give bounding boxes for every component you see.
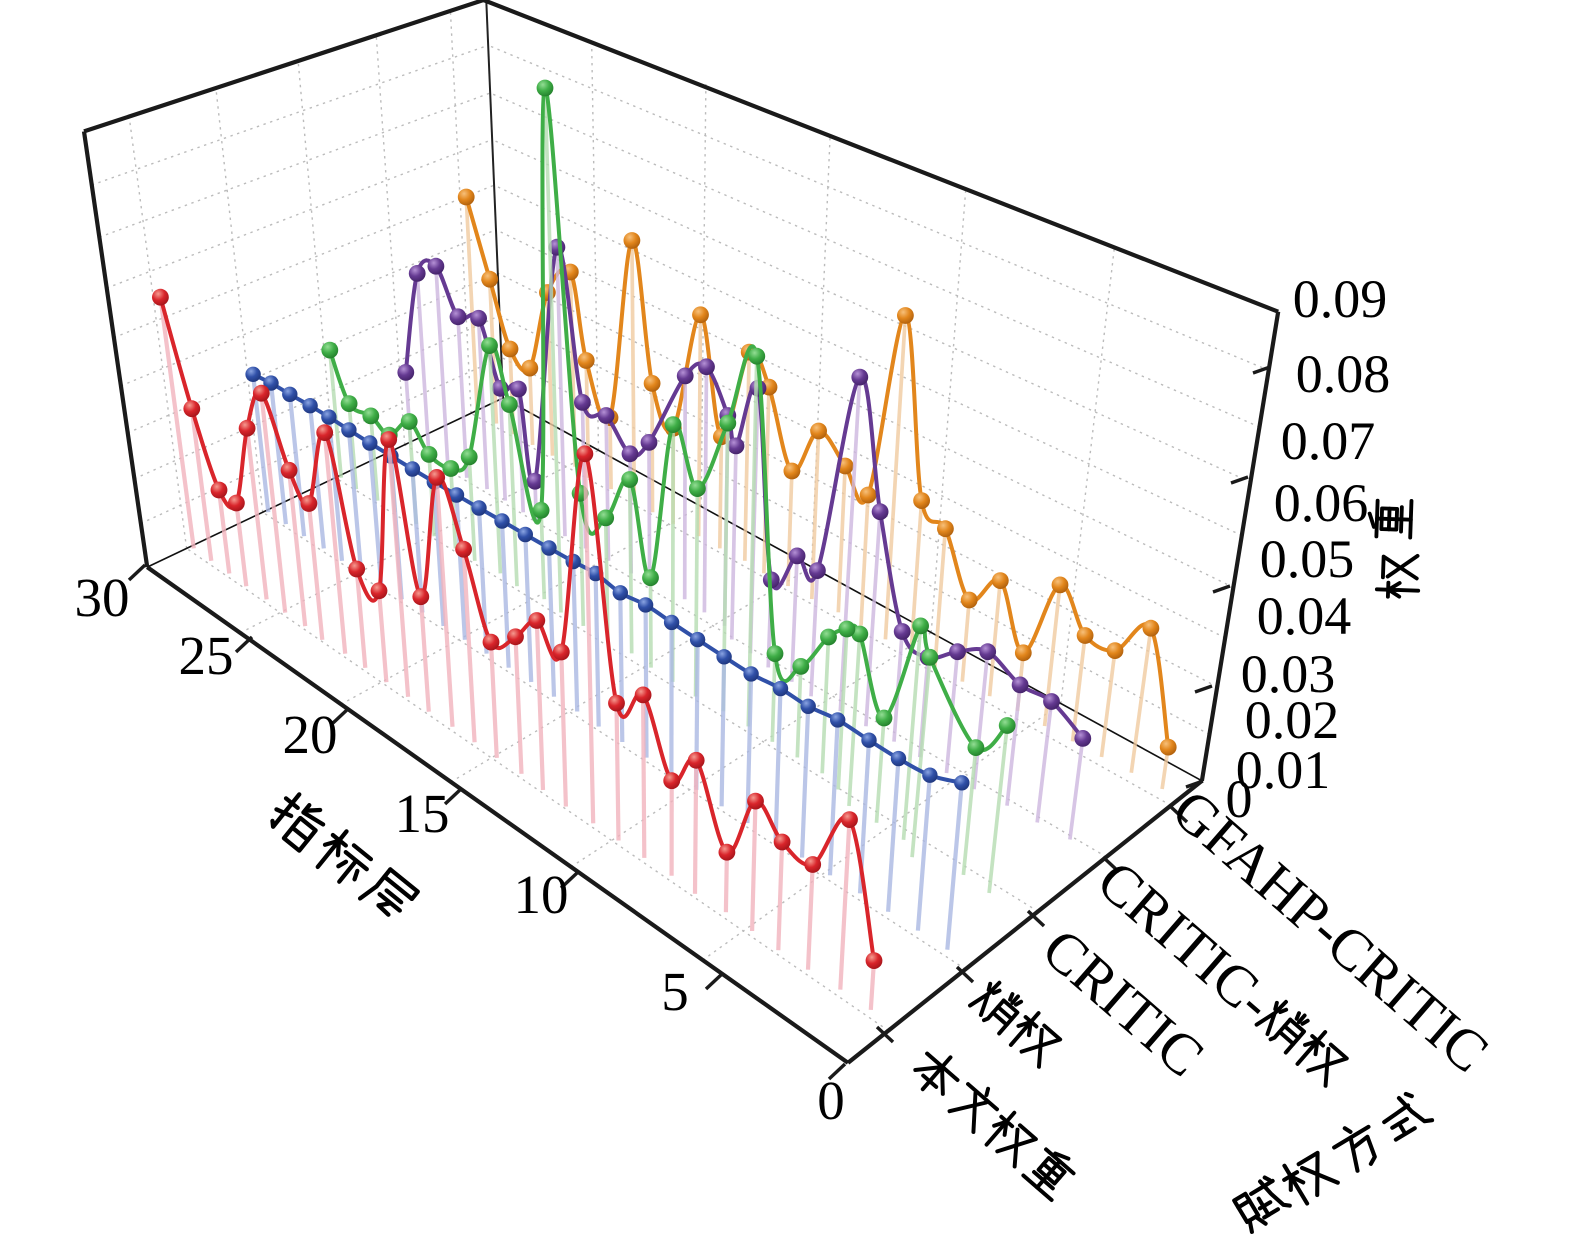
- svg-text:0.06: 0.06: [1274, 473, 1369, 533]
- svg-text:0.05: 0.05: [1260, 529, 1355, 589]
- svg-text:0.02: 0.02: [1245, 690, 1340, 750]
- svg-text:25: 25: [179, 625, 234, 686]
- svg-text:0.03: 0.03: [1241, 644, 1336, 704]
- svg-text:0: 0: [817, 1070, 845, 1131]
- svg-text:0.07: 0.07: [1281, 411, 1376, 471]
- svg-text:30: 30: [75, 567, 130, 628]
- svg-text:10: 10: [514, 864, 569, 925]
- svg-text:0.08: 0.08: [1296, 344, 1391, 404]
- svg-text:0.04: 0.04: [1257, 586, 1352, 646]
- svg-text:0.01: 0.01: [1236, 740, 1331, 800]
- svg-text:0: 0: [1226, 769, 1253, 829]
- svg-text:20: 20: [283, 704, 338, 765]
- svg-text:15: 15: [395, 783, 450, 844]
- svg-text:0.09: 0.09: [1293, 269, 1388, 329]
- svg-text:5: 5: [661, 961, 689, 1022]
